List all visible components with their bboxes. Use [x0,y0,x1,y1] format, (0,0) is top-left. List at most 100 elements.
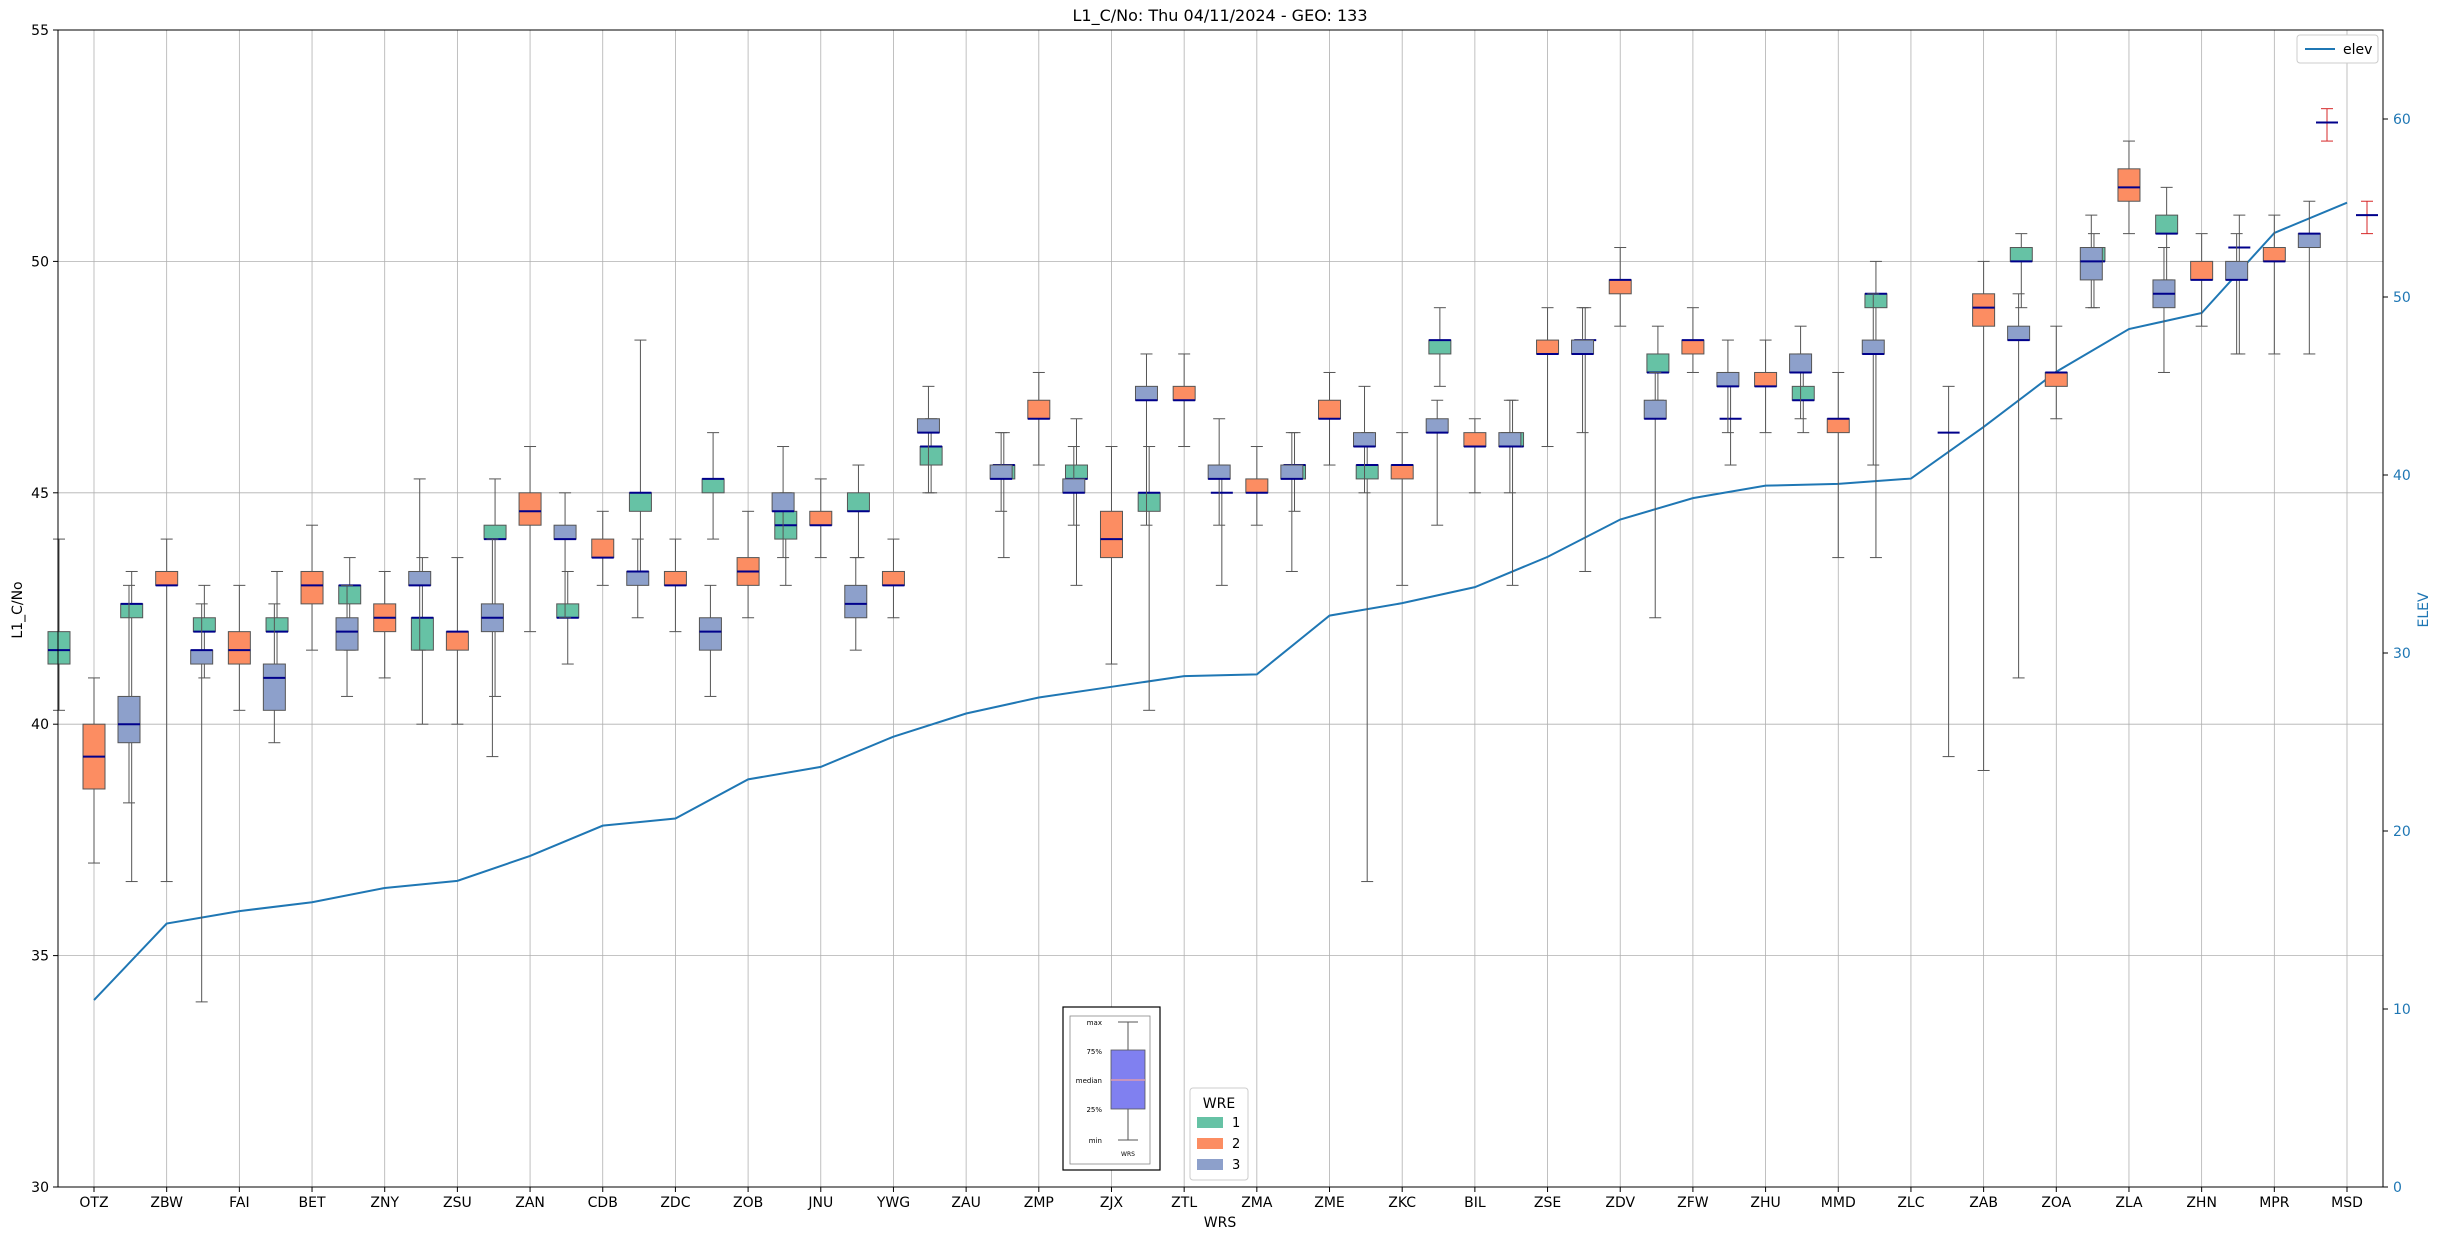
box-iqr [262,663,286,711]
y-right-tick-label: 20 [2393,824,2411,840]
box-msd-1 [2316,108,2338,142]
box-wre3-zme [1353,385,1377,494]
inset-label-q3: 75% [1086,1048,1102,1056]
x-tick-label: YWG [876,1195,910,1211]
box-iqr [338,584,362,605]
legend-elev: elev [2296,34,2379,64]
box-wre3-mpr [2297,200,2321,355]
box-iqr [2007,325,2031,341]
box-iqr [518,492,542,526]
box-iqr [1099,510,1123,559]
box-wre1-zfw [1646,325,1670,401]
box-wre3-ywg [916,385,940,494]
y-right-tick-label: 60 [2393,112,2411,128]
box-wre2-zkc [1390,432,1414,586]
box-iqr [1062,478,1086,494]
x-tick-label: CDB [588,1195,618,1211]
box-iqr [1390,464,1414,480]
x-tick-label: ZOA [2041,1195,2071,1211]
box-wre2-otz [82,677,106,864]
box-wre2-zny [373,570,397,679]
box-wre1-ztl [1137,446,1161,711]
box-iqr [1791,385,1815,401]
box-wre1-zoa [2009,233,2033,309]
box-iqr [809,510,833,526]
box-wre2-zma [1245,446,1269,526]
box-wre3-zmp [1062,446,1086,526]
box-wre2-zme [1318,371,1342,466]
box-wre2-mpr [2262,214,2286,355]
box-iqr [2155,214,2179,235]
x-tick-label: ZNY [370,1195,399,1211]
box-wre2-fai [227,584,251,711]
box-wre3-otz [117,584,141,804]
y-right-tick-label: 40 [2393,468,2411,484]
x-tick-label: ZKC [1388,1195,1416,1211]
inset-label-median: median [1076,1077,1102,1085]
box-wre2-mmd [1826,371,1850,559]
x-tick-label: ZHN [2186,1195,2217,1211]
box-iqr [1425,418,1449,434]
x-tick-label: FAI [229,1195,249,1211]
inset-label-min: min [1089,1137,1102,1145]
x-tick-label: ZAU [951,1195,980,1211]
box-iqr [556,603,580,619]
legend-elev-label: elev [2343,42,2372,58]
x-tick-label: ZLA [2115,1195,2143,1211]
box-iqr [1646,353,1670,373]
box-iqr [117,695,141,744]
legend-wre-label-2: 2 [1232,1137,1240,1152]
box-iqr [47,631,71,665]
box-iqr [1789,353,1813,373]
box-iqr [1137,492,1161,512]
box-iqr [698,617,722,651]
x-tick-label: ZSE [1534,1195,1561,1211]
y-axis-label: L1_C/No [10,581,26,638]
box-iqr [701,478,725,494]
box-wre2-cdb [591,510,615,586]
box-layer [47,108,2378,1003]
x-tick-label: ZDV [1605,1195,1635,1211]
box-iqr [2009,247,2033,262]
box-wre1-zob [701,432,725,540]
elev-line [93,201,2348,1001]
y-right-tick-label: 10 [2393,1002,2411,1018]
box-wre2-zan [518,446,542,633]
box-iqr [2190,260,2214,281]
box-iqr [2044,371,2068,387]
box-iqr [2225,260,2249,281]
x-tick-label: ZME [1314,1195,1345,1211]
chart-title: L1_C/No: Thu 04/11/2024 - GEO: 133 [1072,6,1367,26]
box-iqr [1716,371,1740,387]
axis-layer: OTZ ZBW FAI BET ZNY ZSU ZAN CDB ZDC ZOB JNU YWG ZAU Z… [31,23,2411,1211]
legend-wre-swatch-1 [1197,1117,1223,1128]
x-tick-label: ZSU [443,1195,472,1211]
box-iqr [1571,339,1595,355]
y-tick-label: 50 [31,254,49,270]
box-iqr [300,570,324,605]
y-tick-label: 40 [31,717,49,733]
box-wre1-otz [47,538,71,711]
box-iqr [1318,399,1342,420]
x-axis-label: WRS [1204,1215,1237,1231]
box-iqr [2079,247,2103,281]
box-iqr [881,570,905,586]
box-iqr [553,524,577,540]
box-iqr [1608,279,1632,295]
box-iqr [663,570,687,586]
box-iqr [916,418,940,434]
box-wre1-zan [483,478,507,697]
box-wre3-zjx [1134,353,1158,526]
box-iqr [410,617,434,651]
box-iqr [155,570,179,586]
box-wre1-zsu [410,557,434,725]
y-tick-label: 35 [31,949,49,965]
box-iqr [626,570,650,586]
box-iqr [408,570,432,586]
x-tick-label: ZBW [150,1195,183,1211]
inset-caption: WRS [1121,1151,1135,1158]
box-iqr [1280,464,1304,480]
legend-wre-swatch-2 [1197,1138,1223,1149]
x-tick-label: ZAN [515,1195,545,1211]
